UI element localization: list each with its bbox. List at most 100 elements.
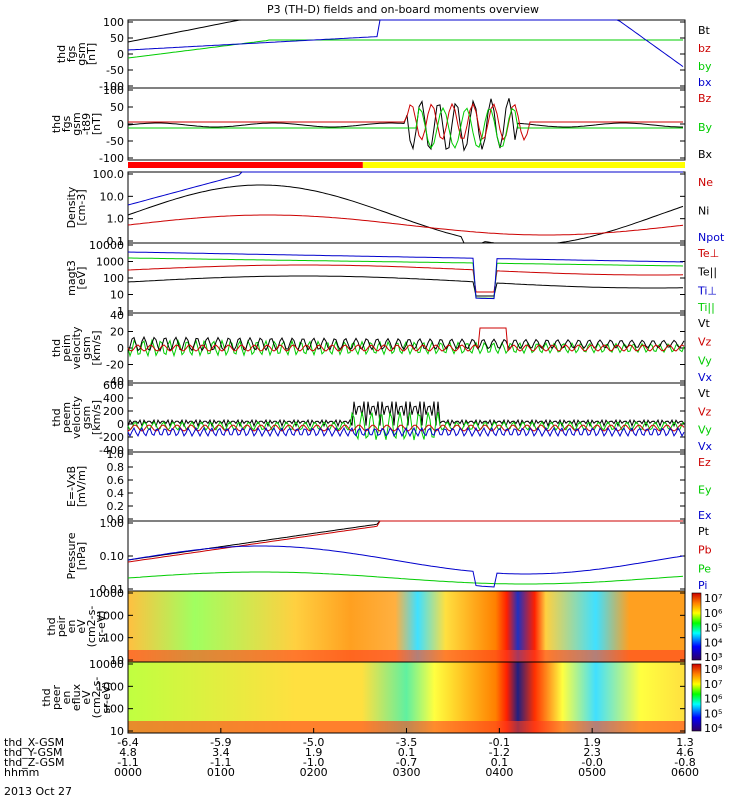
legend-entry: Vy <box>698 354 712 367</box>
legend-entry: Pt <box>698 525 710 538</box>
y-tick-label: 1 <box>117 305 124 318</box>
x-axis-row-label: thd_X-GSM <box>4 736 64 749</box>
y-axis-label: peim <box>60 334 73 362</box>
x-tick-label: 0500 <box>578 766 606 779</box>
x-tick-label: 0000 <box>114 766 142 779</box>
legend-entry: By <box>698 121 713 134</box>
y-tick-label: 100 <box>103 16 124 29</box>
legend-entry: Npot <box>698 231 725 244</box>
y-tick-label: 0.01 <box>100 583 125 596</box>
series-line <box>127 327 685 352</box>
y-axis-label: velocity <box>70 326 83 369</box>
legend-entry: Te|| <box>697 266 717 279</box>
ve-panel-frame <box>127 382 686 453</box>
x-tick-label: -1.2 <box>489 746 510 759</box>
y-axis-label: gsm <box>80 336 93 359</box>
y-tick-label: -40 <box>106 375 124 388</box>
y-axis-label: en <box>65 620 78 634</box>
x-tick-label: -0.1 <box>489 736 510 749</box>
x-tick-label: 0400 <box>485 766 513 779</box>
x-tick-label: -3.5 <box>396 736 417 749</box>
y-tick-label: 20 <box>110 326 124 339</box>
legend-entry: Ni <box>698 205 709 218</box>
elec-spectrogram <box>128 662 685 733</box>
y-axis-label: gsm <box>80 406 93 429</box>
series-line <box>127 251 684 300</box>
y-axis-label: eflux <box>70 683 83 711</box>
y-tick-label: 1000 <box>96 256 124 269</box>
series-line <box>127 214 684 236</box>
y-tick-label: -20 <box>106 359 124 372</box>
y-tick-label: 1000 <box>96 680 124 693</box>
x-tick-label: -0.7 <box>396 756 417 769</box>
y-tick-label: 0 <box>117 118 124 131</box>
y-axis-label: thd <box>40 688 53 706</box>
y-tick-label: 0.10 <box>100 550 125 563</box>
colorbar-label: 10⁵ <box>704 622 722 635</box>
legend-entry: Bx <box>698 148 713 161</box>
y-axis-label: Pressure <box>65 532 78 579</box>
series-line <box>127 571 684 585</box>
x-tick-label: 0.1 <box>398 746 416 759</box>
x-tick-label: -5.9 <box>210 736 231 749</box>
y-tick-label: 100 <box>103 84 124 97</box>
legend-entry: bx <box>698 76 712 89</box>
y-tick-label: 100 <box>103 703 124 716</box>
y-tick-label: 0 <box>117 48 124 61</box>
y-tick-label: 1000 <box>96 609 124 622</box>
y-axis-label: [cm-3] <box>75 189 88 225</box>
y-axis-label: -t89 <box>80 113 93 135</box>
legend-entry: Bt <box>698 24 711 37</box>
y-tick-label: 1.0 <box>107 213 125 226</box>
legend-entry: Pb <box>698 544 712 557</box>
y-axis-label: [nT] <box>85 43 98 65</box>
x-tick-label: -1.0 <box>303 756 324 769</box>
series-line <box>127 545 684 588</box>
legend-entry: Vy <box>698 424 712 437</box>
x-tick-label: 1.9 <box>583 736 601 749</box>
y-tick-label: -50 <box>106 135 124 148</box>
y-tick-label: 0.0 <box>107 513 125 526</box>
y-tick-label: -100 <box>99 152 124 165</box>
series-line <box>127 520 683 561</box>
y-tick-label: 0.8 <box>107 461 125 474</box>
y-axis-label: thd <box>50 339 63 357</box>
ion-spectrogram <box>128 591 685 662</box>
y-tick-label: 100.0 <box>93 168 125 181</box>
y-axis-label: [eV] <box>75 267 88 290</box>
series-line <box>127 401 685 428</box>
legend-entry: Ey <box>698 484 712 497</box>
y-axis-label: fgs <box>60 115 73 132</box>
legend-entry: Vx <box>698 440 713 453</box>
legend-entry: Pe <box>698 562 711 575</box>
y-tick-label: 0.1 <box>107 235 125 248</box>
legend-entry: Vt <box>698 387 711 400</box>
pressure-panel-frame <box>127 520 686 592</box>
series-line <box>127 426 685 438</box>
legend-entry: Ti⊥ <box>697 284 717 297</box>
series-line <box>127 19 684 68</box>
y-tick-label: 10000 <box>89 587 124 600</box>
date-label: 2013 Oct 27 <box>4 785 72 798</box>
x-tick-label: 2.3 <box>583 746 601 759</box>
y-axis-label: eV <box>75 619 88 634</box>
x-tick-label: 0.1 <box>491 756 509 769</box>
y-axis-label: thd <box>50 408 63 426</box>
x-tick-label: 0600 <box>671 766 699 779</box>
y-tick-label: 400 <box>103 392 124 405</box>
y-tick-label: 1.00 <box>100 517 125 530</box>
y-axis-label: thd <box>45 617 58 635</box>
x-tick-label: 4.6 <box>676 746 694 759</box>
y-axis-label: (cm2-s- <box>90 677 103 719</box>
x-tick-label: -0.0 <box>581 756 602 769</box>
y-tick-label: 0 <box>117 342 124 355</box>
efield-panel-frame <box>127 451 686 522</box>
y-tick-label: 10000 <box>89 239 124 252</box>
y-axis-label: [km/s] <box>90 400 103 435</box>
y-tick-label: -100 <box>99 80 124 93</box>
y-tick-label: 10000 <box>89 658 124 671</box>
y-tick-label: 10 <box>110 289 124 302</box>
colorbar-label: 10⁷ <box>704 678 722 691</box>
y-axis-label: thd <box>55 45 68 63</box>
